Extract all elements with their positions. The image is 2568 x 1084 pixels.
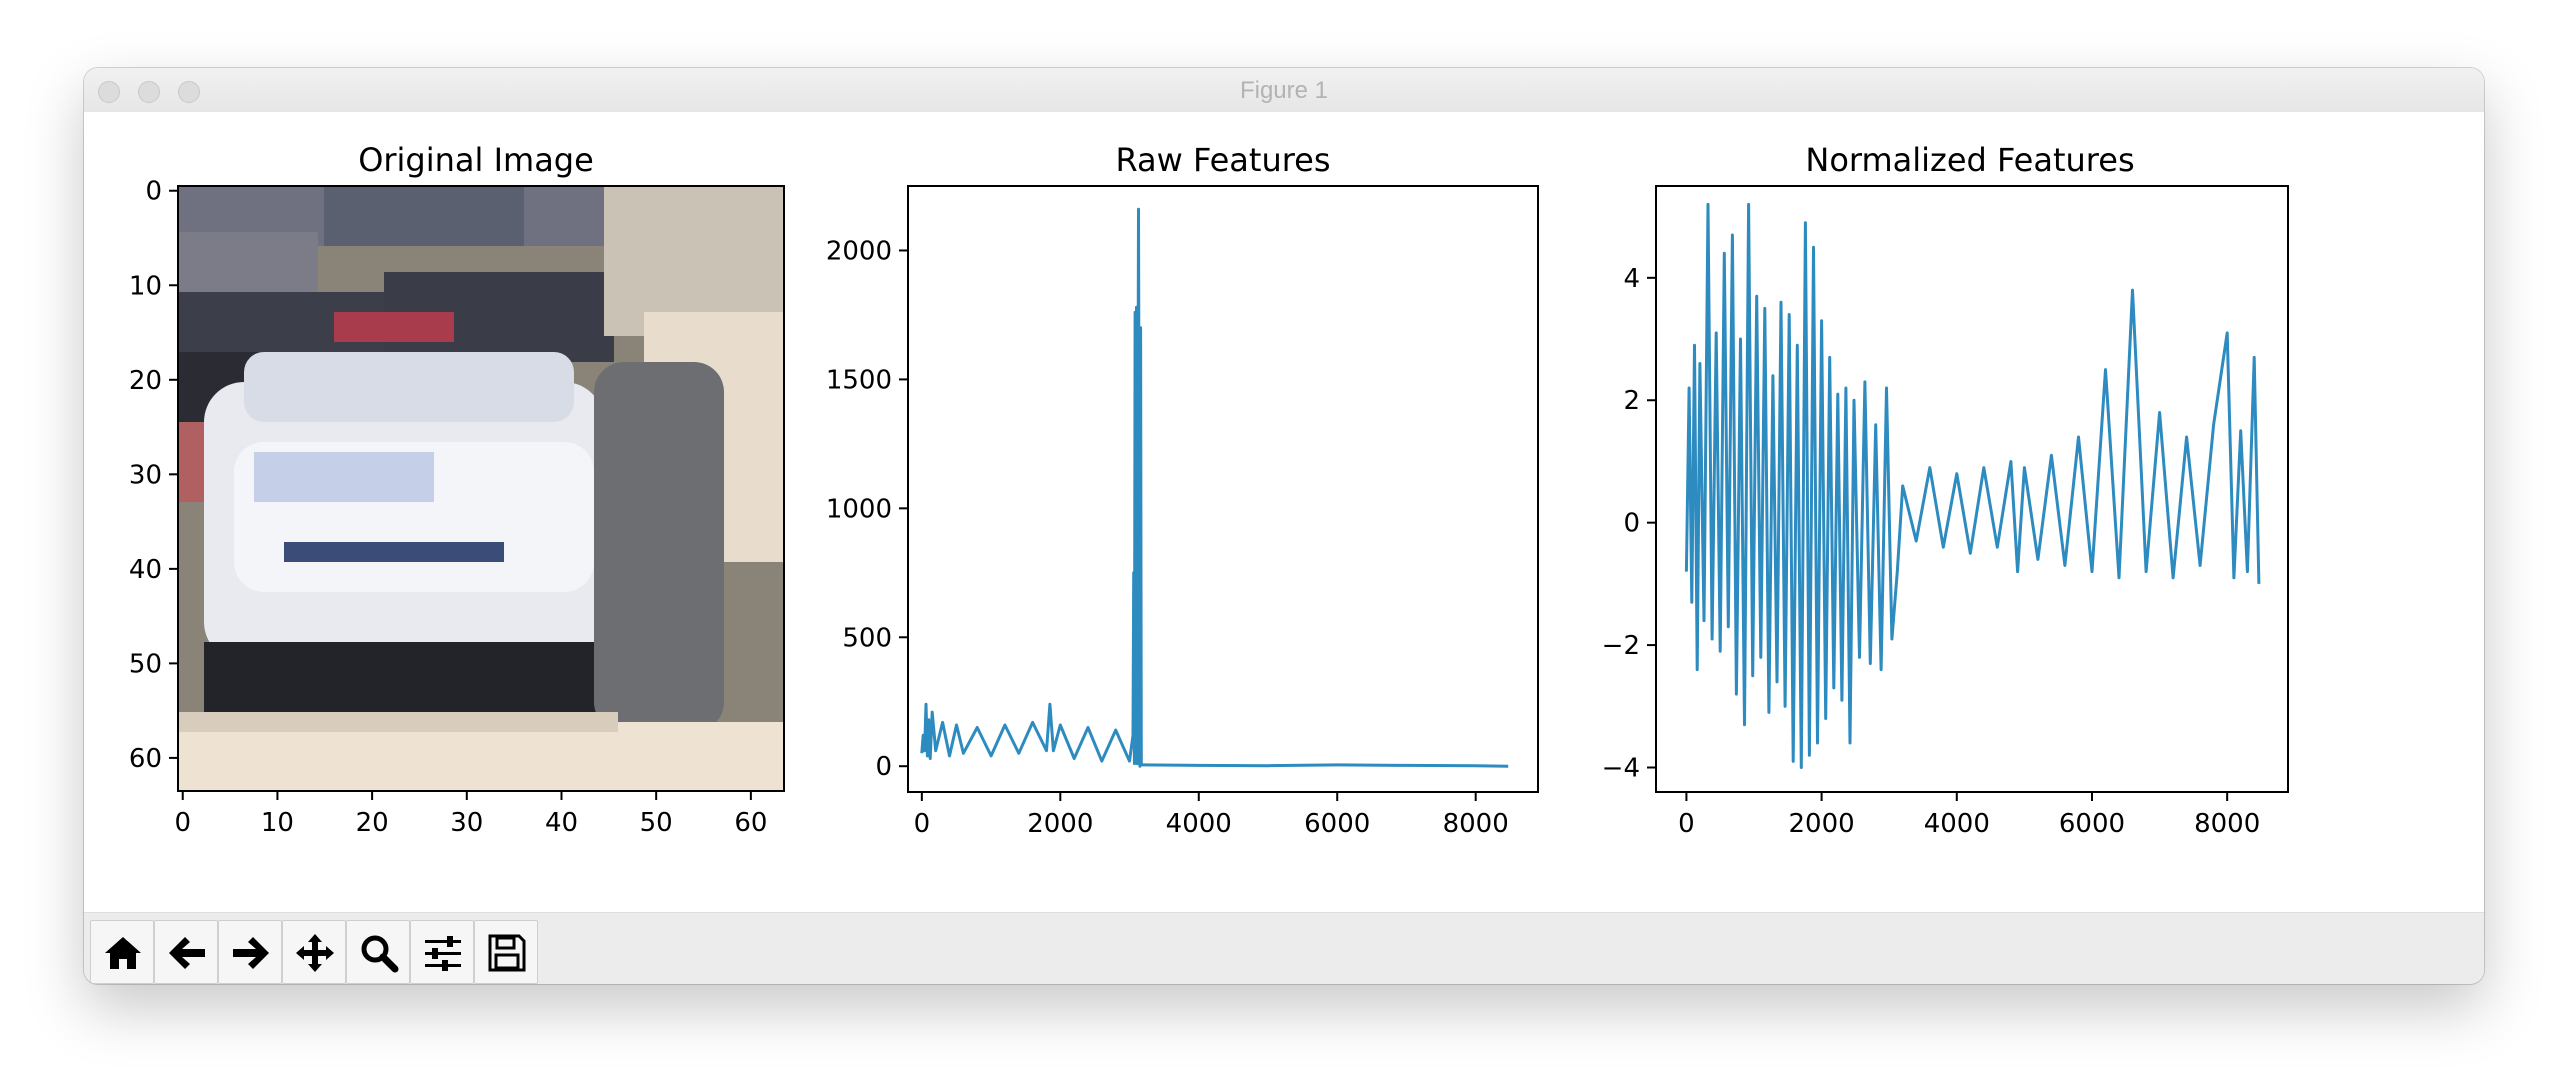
image-y-tick-label: 50: [129, 649, 162, 679]
arrow-left-icon: [169, 937, 205, 969]
image-y-tick-label: 40: [129, 555, 162, 585]
raw-x-tick-label: 4000: [1166, 809, 1232, 839]
minimize-window-button[interactable]: [138, 81, 160, 103]
arrow-right-icon: [233, 937, 269, 969]
zoom-button[interactable]: [346, 920, 410, 984]
image-y-tick-label: 30: [129, 460, 162, 490]
title-bar: Figure 1: [84, 68, 2484, 113]
raw-y-tick-label: 500: [842, 623, 892, 653]
zoom-window-button[interactable]: [178, 81, 200, 103]
back-button[interactable]: [154, 920, 218, 984]
image-panel-title: Original Image: [358, 141, 594, 179]
raw-y-tick-label: 0: [875, 752, 892, 782]
raw-x-tick-label: 6000: [1304, 809, 1370, 839]
forward-button[interactable]: [218, 920, 282, 984]
raw-chart-title: Raw Features: [1115, 141, 1330, 179]
image-x-tick-label: 60: [734, 808, 767, 838]
raw-chart-plot: 0 2000 4000 6000 8000 0 500 1000 1500 2000: [826, 207, 1509, 839]
figure-window: Figure 1 Original Image: [84, 68, 2484, 984]
move-icon: [296, 934, 334, 972]
image-x-tick-label: 30: [450, 808, 483, 838]
image-x-tick-label: 50: [640, 808, 673, 838]
image-x-tick-label: 0: [174, 808, 191, 838]
image-y-tick-label: 0: [145, 177, 162, 207]
normalized-chart-frame: [1655, 185, 2289, 793]
normalized-x-tick-label: 8000: [2194, 809, 2260, 839]
raw-x-tick-label: 8000: [1443, 809, 1509, 839]
normalized-series-line: [1684, 202, 2261, 769]
image-x-tick-label: 20: [356, 808, 389, 838]
raw-features-chart: Raw Features 0 2000 4000 6000 8000 0 500 1000 15…: [826, 141, 1539, 839]
home-button[interactable]: [90, 920, 154, 984]
normalized-y-tick-label: −4: [1602, 754, 1640, 784]
normalized-x-tick-label: 0: [1678, 809, 1695, 839]
window-title: Figure 1: [1239, 77, 1329, 104]
image-y-tick-label: 20: [129, 366, 162, 396]
normalized-x-tick-label: 2000: [1789, 809, 1855, 839]
raw-y-tick-label: 2000: [826, 236, 892, 266]
figure-canvas[interactable]: Original Image: [84, 112, 2484, 912]
configure-subplots-button[interactable]: [410, 920, 474, 984]
home-icon: [105, 937, 141, 969]
normalized-y-tick-label: −2: [1602, 631, 1640, 661]
floppy-disk-icon: [488, 934, 526, 972]
image-y-tick-label: 60: [129, 744, 162, 774]
raw-x-tick-label: 2000: [1027, 809, 1093, 839]
normalized-y-tick-label: 4: [1623, 264, 1640, 294]
raw-x-tick-label: 0: [914, 809, 931, 839]
image-panel: Original Image: [129, 141, 785, 838]
normalized-chart-title: Normalized Features: [1805, 141, 2134, 179]
navigation-toolbar: [84, 912, 2484, 984]
normalized-x-tick-label: 4000: [1924, 809, 1990, 839]
image-y-tick-label: 10: [129, 271, 162, 301]
normalized-y-tick-label: 2: [1623, 386, 1640, 416]
pan-button[interactable]: [282, 920, 346, 984]
normalized-x-tick-label: 6000: [2059, 809, 2125, 839]
save-button[interactable]: [474, 920, 538, 984]
image-x-tick-label: 10: [261, 808, 294, 838]
search-icon: [361, 935, 399, 973]
raw-chart-frame: [907, 185, 1539, 793]
normalized-features-chart: Normalized Features 0 2000 4000 6000 8000 −4 −…: [1602, 141, 2289, 839]
figure-svg: Original Image: [129, 141, 2289, 839]
sliders-icon: [425, 936, 461, 971]
normalized-chart-plot: 0 2000 4000 6000 8000 −4 −2 0 2 4: [1602, 202, 2261, 839]
image-x-tick-label: 40: [545, 808, 578, 838]
raw-series-line: [920, 207, 1509, 768]
raw-y-tick-label: 1000: [826, 494, 892, 524]
raw-y-tick-label: 1500: [826, 365, 892, 395]
close-window-button[interactable]: [98, 81, 120, 103]
normalized-y-tick-label: 0: [1623, 509, 1640, 539]
car-image: [178, 186, 784, 791]
